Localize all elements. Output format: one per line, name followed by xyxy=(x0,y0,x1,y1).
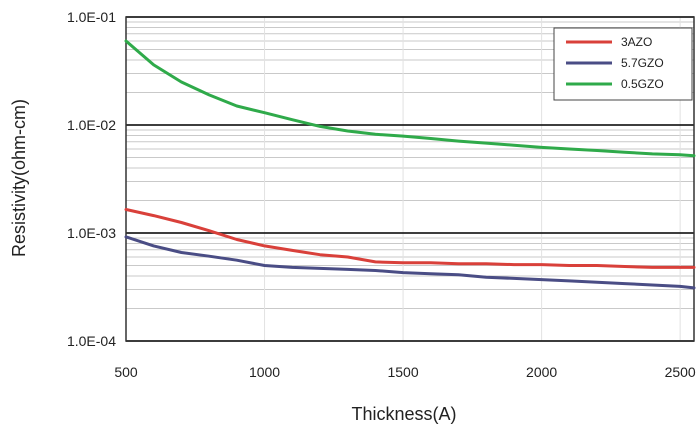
y-axis-title: Resistivity(ohm-cm) xyxy=(9,99,29,257)
x-tick-label: 2000 xyxy=(526,364,557,380)
series-line-3azo xyxy=(124,208,696,269)
y-tick-label: 1.0E-03 xyxy=(67,225,116,241)
series-lines xyxy=(124,39,696,290)
y-tick-label: 1.0E-04 xyxy=(67,333,116,349)
legend: 3AZO 5.7GZO 0.5GZO xyxy=(553,27,693,101)
series-line-5-7gzo xyxy=(124,235,696,290)
legend-label-5-7gzo: 5.7GZO xyxy=(621,56,664,70)
x-tick-label: 500 xyxy=(114,364,138,380)
x-tick-label: 2500 xyxy=(665,364,696,380)
x-axis-tick-labels: 500 1000 1500 2000 2500 xyxy=(114,364,696,380)
x-tick-label: 1500 xyxy=(387,364,418,380)
y-tick-label: 1.0E-02 xyxy=(67,117,116,133)
legend-label-0-5gzo: 0.5GZO xyxy=(621,77,664,91)
y-tick-label: 1.0E-01 xyxy=(67,9,116,25)
x-tick-label: 1000 xyxy=(249,364,280,380)
plot-area-frame xyxy=(125,16,695,342)
y-axis-tick-labels: 1.0E-04 1.0E-03 1.0E-02 1.0E-01 xyxy=(67,9,116,349)
series-line-0-5gzo xyxy=(124,39,696,158)
x-axis-title: Thickness(A) xyxy=(351,404,456,424)
legend-label-3azo: 3AZO xyxy=(621,35,652,49)
